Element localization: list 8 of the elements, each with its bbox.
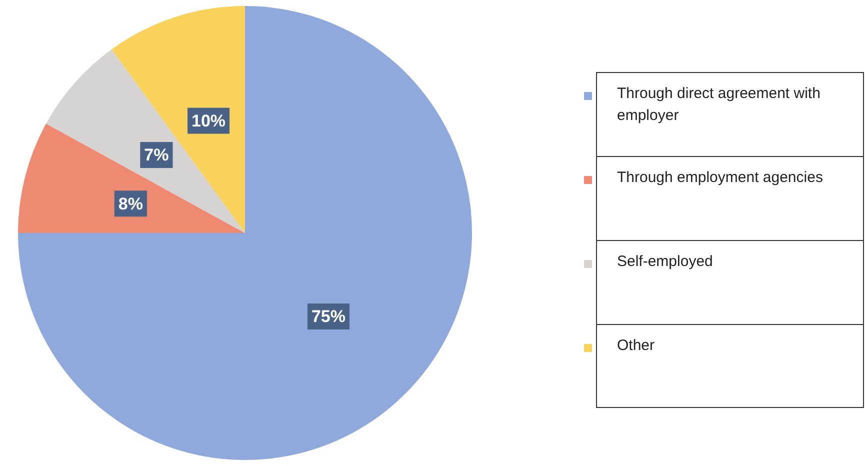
data-label: 8% — [118, 194, 143, 214]
legend-label: Self-employed — [596, 240, 864, 324]
data-label: 7% — [144, 146, 169, 165]
legend-label: Through direct agreement with employer — [596, 72, 864, 156]
legend-label: Other — [596, 324, 864, 408]
data-label: 75% — [311, 307, 346, 326]
legend-label: Through employment agencies — [596, 156, 864, 240]
data-label: 10% — [192, 111, 226, 130]
